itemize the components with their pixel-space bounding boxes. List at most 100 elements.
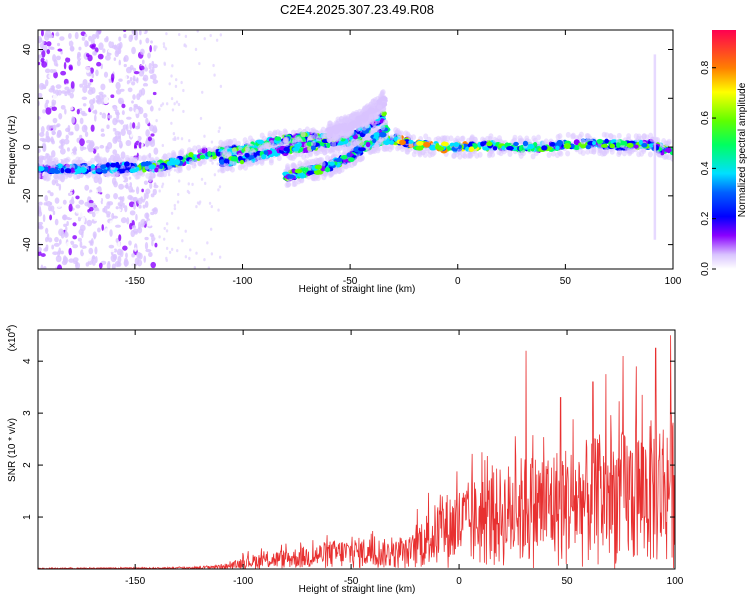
heatmap-cell [38, 37, 43, 43]
heatmap-cell [75, 204, 81, 209]
heatmap-cell [44, 79, 49, 87]
heatmap-cell [152, 207, 158, 215]
heatmap-cell [212, 63, 215, 68]
heatmap-cell [44, 68, 51, 74]
heatmap-cell [580, 144, 586, 149]
heatmap-cell [399, 139, 406, 146]
heatmap-cell [161, 182, 165, 186]
heatmap-cell [77, 216, 82, 222]
heatmap-cell [359, 139, 365, 146]
heatmap-cell [57, 173, 63, 180]
heatmap-cell [271, 143, 277, 150]
heatmap-cell [199, 154, 206, 160]
heatmap-cell [47, 190, 51, 194]
heatmap-x-tick-label: 100 [665, 276, 682, 287]
heatmap-streak [653, 54, 657, 240]
heatmap-cell [38, 225, 44, 230]
heatmap-cell [94, 114, 97, 122]
heatmap-cell [143, 112, 148, 119]
heatmap-cell [115, 111, 121, 116]
heatmap-cell [133, 203, 136, 210]
heatmap-cell [45, 227, 49, 234]
heatmap-cell [216, 162, 220, 166]
heatmap-cell [368, 113, 374, 120]
heatmap-cell [97, 227, 101, 233]
heatmap-cell [89, 103, 94, 111]
heatmap-cell [128, 240, 132, 246]
heatmap-cell [116, 114, 120, 120]
heatmap-cell [38, 61, 41, 66]
heatmap-cell [164, 47, 168, 51]
heatmap-cell [114, 135, 118, 143]
heatmap-cell [91, 259, 96, 266]
heatmap-cell [180, 80, 183, 85]
heatmap-cell [155, 119, 158, 123]
heatmap-cell [256, 139, 264, 145]
heatmap-cell [138, 221, 141, 230]
heatmap-cell [68, 203, 73, 212]
heatmap-cell [244, 152, 250, 158]
heatmap-cell [52, 262, 58, 268]
heatmap-cell [87, 160, 93, 167]
heatmap-cell [109, 248, 115, 253]
heatmap-cell [70, 240, 75, 245]
heatmap-cell [150, 40, 153, 44]
heatmap-cell [195, 251, 198, 255]
heatmap-cell [210, 140, 214, 144]
heatmap-cell [67, 187, 74, 192]
heatmap-cell [88, 86, 93, 92]
colorbar-ticks: 0.0 0.2 0.4 0.6 0.8 [700, 60, 716, 276]
heatmap-cell [111, 77, 114, 83]
heatmap-cell [62, 158, 68, 165]
heatmap-cell [331, 141, 337, 148]
heatmap-cell [58, 113, 63, 120]
heatmap-cell [138, 89, 143, 98]
heatmap-cell [127, 194, 133, 200]
heatmap-cell [149, 181, 153, 190]
heatmap-cell [129, 182, 133, 187]
heatmap-cell [76, 60, 81, 67]
heatmap-cell [154, 242, 158, 248]
heatmap-cell [65, 163, 71, 170]
heatmap-cell [69, 106, 74, 111]
heatmap-cell [207, 151, 212, 157]
heatmap-cell [99, 111, 102, 116]
heatmap-cell [171, 64, 174, 68]
heatmap-cell [117, 255, 122, 264]
heatmap-cell [166, 152, 172, 159]
heatmap-cell [123, 63, 127, 68]
heatmap-cell [94, 256, 98, 264]
heatmap-cell [573, 145, 581, 151]
heatmap-cell [38, 201, 43, 206]
heatmap-cell [176, 200, 180, 204]
heatmap-cell [197, 160, 203, 167]
heatmap-cell [295, 163, 301, 170]
heatmap-cell [188, 138, 191, 143]
heatmap-cell [88, 199, 94, 204]
heatmap-cell [555, 133, 561, 140]
heatmap-cell [130, 81, 136, 86]
heatmap-cell [127, 43, 132, 50]
heatmap-cell [124, 188, 130, 197]
heatmap-cell [115, 81, 121, 90]
heatmap-cell [74, 262, 81, 269]
heatmap-cell [100, 164, 107, 170]
heatmap-cell [291, 181, 297, 188]
heatmap-cell [118, 59, 121, 67]
heatmap-cell [111, 177, 117, 186]
heatmap-cell [162, 237, 166, 241]
heatmap-cell [82, 78, 88, 87]
heatmap-cell [310, 173, 316, 180]
heatmap-cell [104, 106, 110, 112]
heatmap-cell [96, 98, 102, 105]
heatmap-cell [45, 99, 50, 104]
heatmap-cell [39, 48, 43, 53]
heatmap-cell [99, 144, 105, 149]
heatmap-cell [64, 117, 69, 125]
heatmap-cell [219, 159, 226, 165]
heatmap-cell [68, 33, 72, 39]
heatmap-cell [170, 152, 176, 159]
heatmap-cell [125, 139, 132, 147]
colorbar-scale [712, 30, 736, 269]
heatmap-cell [82, 248, 89, 254]
